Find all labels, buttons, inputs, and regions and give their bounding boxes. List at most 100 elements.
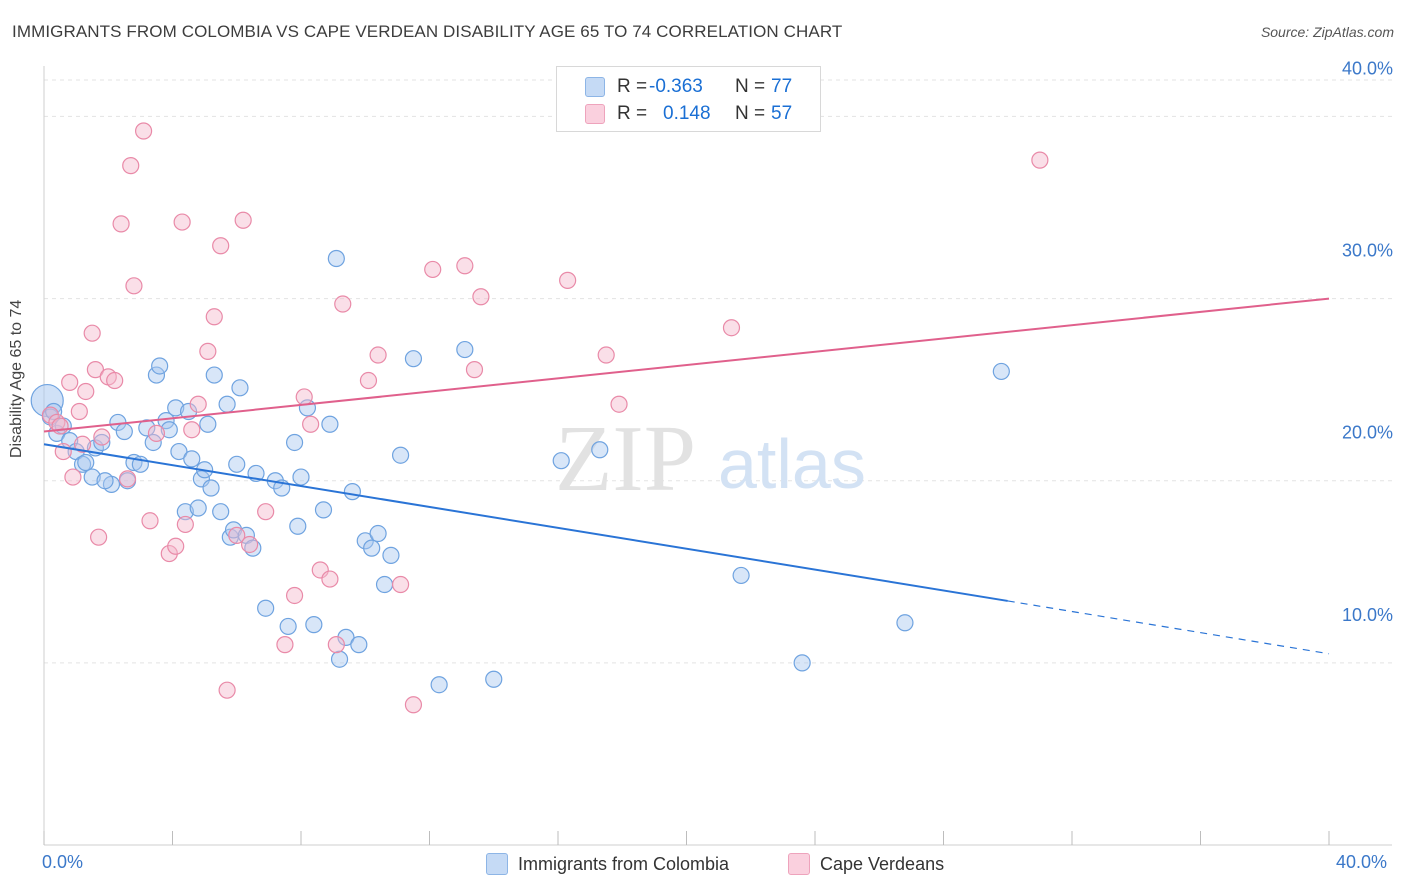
point-colombia xyxy=(257,599,275,617)
point-colombia xyxy=(285,433,304,452)
points-layer xyxy=(30,122,1049,714)
legend-item-colombia[interactable]: Immigrants from Colombia xyxy=(486,852,729,876)
point-colombia xyxy=(363,539,381,557)
stats-swatch-colombia xyxy=(585,77,605,97)
point-colombia xyxy=(896,614,914,632)
point-capeverde xyxy=(147,424,166,442)
point-capeverde xyxy=(327,636,345,654)
trend-line-colombia-projection xyxy=(1007,600,1330,655)
point-colombia xyxy=(430,676,448,694)
point-capeverde xyxy=(122,157,140,175)
point-capeverde xyxy=(77,382,95,401)
point-capeverde xyxy=(141,512,159,530)
point-capeverde xyxy=(241,535,259,554)
point-colombia xyxy=(327,249,345,268)
point-capeverde xyxy=(125,277,143,295)
point-capeverde xyxy=(334,295,352,313)
point-colombia xyxy=(732,566,750,585)
point-colombia xyxy=(289,517,307,535)
point-colombia xyxy=(77,453,95,472)
point-colombia xyxy=(314,501,333,519)
point-capeverde xyxy=(176,515,194,534)
stats-n-label: N = xyxy=(735,103,766,124)
point-capeverde xyxy=(228,526,246,544)
point-colombia xyxy=(170,442,188,461)
point-colombia xyxy=(485,670,503,688)
trend-line-capeverde xyxy=(43,297,1330,433)
point-capeverde xyxy=(167,537,185,555)
point-colombia xyxy=(93,433,111,452)
point-capeverde xyxy=(610,395,628,413)
point-colombia xyxy=(305,616,323,634)
legend-swatch-colombia xyxy=(486,853,508,875)
point-capeverde xyxy=(391,575,410,594)
point-colombia xyxy=(330,650,349,668)
legend-label-colombia: Immigrants from Colombia xyxy=(518,853,730,874)
y-tick-labels: 10.0% 20.0% 30.0% 40.0% xyxy=(1342,58,1393,624)
watermark-zip: ZIP xyxy=(555,407,696,511)
point-capeverde xyxy=(61,373,79,391)
point-colombia xyxy=(138,419,156,437)
point-capeverde xyxy=(205,308,223,326)
y-axis-label: Disability Age 65 to 74 xyxy=(8,299,25,458)
point-colombia xyxy=(199,415,217,433)
grid-lines xyxy=(44,79,1392,664)
trend-layer xyxy=(43,297,1330,655)
point-colombia xyxy=(369,524,387,543)
stats-r-label: R = xyxy=(617,103,648,124)
y-tick-label: 30.0% xyxy=(1342,241,1393,261)
stats-r-label: R = xyxy=(617,76,648,97)
point-capeverde xyxy=(276,636,294,654)
point-capeverde xyxy=(83,324,101,342)
point-capeverde xyxy=(472,288,490,306)
point-colombia xyxy=(231,379,249,397)
point-colombia xyxy=(205,366,223,384)
point-colombia xyxy=(343,483,361,501)
legend-swatch-capeverde xyxy=(788,853,810,875)
point-capeverde xyxy=(359,371,378,390)
legend-item-capeverde[interactable]: Cape Verdeans xyxy=(788,852,944,876)
point-colombia xyxy=(292,468,310,486)
point-colombia xyxy=(167,399,185,417)
point-colombia xyxy=(456,340,474,359)
point-capeverde xyxy=(369,346,387,364)
point-colombia xyxy=(183,450,201,468)
point-capeverde xyxy=(118,470,137,488)
point-colombia xyxy=(218,395,236,413)
point-capeverde xyxy=(189,395,207,413)
point-capeverde xyxy=(465,361,484,379)
point-capeverde xyxy=(70,402,88,421)
point-capeverde xyxy=(90,528,108,546)
x-tick-label-min: 0.0% xyxy=(42,852,84,872)
point-colombia xyxy=(189,499,207,517)
point-colombia xyxy=(279,617,297,636)
point-colombia xyxy=(992,362,1010,381)
point-capeverde xyxy=(93,428,111,446)
point-colombia xyxy=(591,441,609,459)
point-colombia xyxy=(552,452,570,470)
x-tick-label-max: 40.0% xyxy=(1336,852,1388,872)
point-colombia xyxy=(83,468,101,486)
point-capeverde xyxy=(212,237,230,255)
point-capeverde xyxy=(559,271,577,289)
stats-r-value: -0.363 xyxy=(649,76,703,97)
point-colombia xyxy=(115,422,133,441)
point-colombia xyxy=(202,479,220,497)
point-capeverde xyxy=(106,371,124,390)
point-colombia xyxy=(382,546,400,564)
point-capeverde xyxy=(173,213,191,231)
point-colombia xyxy=(212,503,230,521)
point-capeverde xyxy=(183,421,201,439)
point-colombia xyxy=(144,433,162,452)
stats-r-value: 0.148 xyxy=(663,103,711,124)
point-colombia xyxy=(96,472,114,490)
point-capeverde xyxy=(1031,151,1049,169)
y-tick-label: 20.0% xyxy=(1342,423,1393,443)
point-colombia xyxy=(391,446,410,464)
point-colombia xyxy=(160,421,178,439)
point-colombia xyxy=(151,357,169,375)
point-capeverde xyxy=(199,342,217,360)
stats-box: R = -0.363 N = 77 R = 0.148 N = 57 xyxy=(556,66,821,132)
point-colombia xyxy=(224,521,243,539)
point-capeverde xyxy=(134,122,153,140)
